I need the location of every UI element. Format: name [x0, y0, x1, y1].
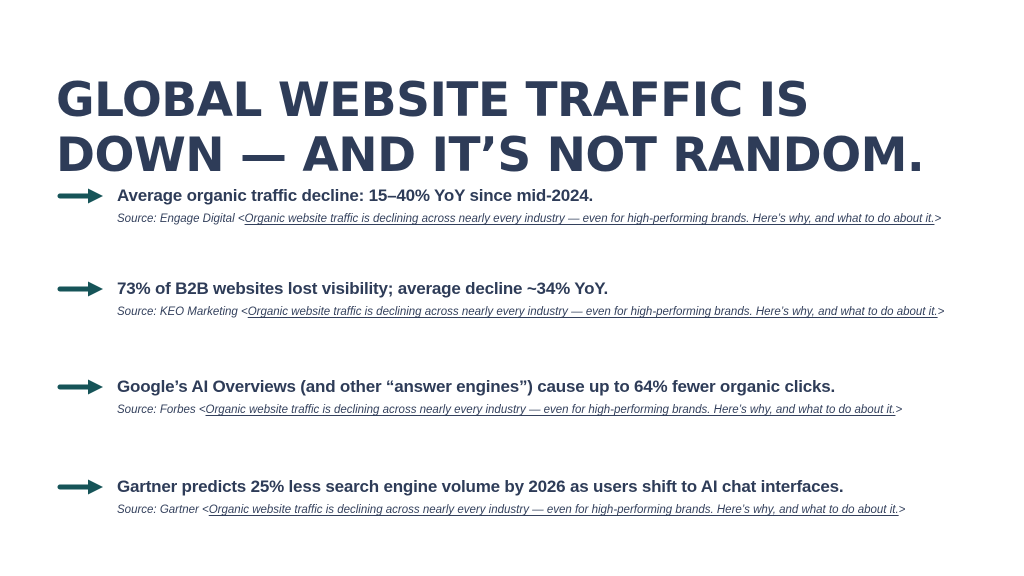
bullet-source-line: Source: Engage Digital <Organic website …	[117, 212, 941, 226]
source-link[interactable]: Organic website traffic is declining acr…	[244, 213, 935, 225]
bullet-source-line: Source: Gartner <Organic website traffic…	[117, 503, 905, 517]
source-prefix: Source: Forbes <	[117, 404, 206, 416]
bullet-item-1: Average organic traffic decline: 15–40% …	[57, 183, 941, 226]
arrow-right-icon	[57, 374, 103, 399]
bullet-headline: Gartner predicts 25% less search engine …	[117, 477, 844, 496]
bullet-text-block: Google’s AI Overviews (and other “answer…	[117, 374, 902, 417]
source-link[interactable]: Organic website traffic is declining acr…	[208, 504, 899, 516]
bullet-headline: Google’s AI Overviews (and other “answer…	[117, 377, 836, 396]
bullet-item-4: Gartner predicts 25% less search engine …	[57, 474, 905, 517]
bullet-source-line: Source: KEO Marketing <Organic website t…	[117, 305, 944, 319]
source-suffix: >	[937, 306, 945, 318]
page-title-line1: GLOBAL WEBSITE TRAFFIC IS	[56, 73, 809, 129]
source-suffix: >	[895, 404, 903, 416]
bullet-headline: 73% of B2B websites lost visibility; ave…	[117, 279, 609, 298]
source-link[interactable]: Organic website traffic is declining acr…	[205, 404, 896, 416]
source-suffix: >	[934, 213, 942, 225]
source-prefix: Source: Engage Digital <	[117, 213, 245, 225]
bullet-item-3: Google’s AI Overviews (and other “answer…	[57, 374, 902, 417]
page-title-line2: DOWN — AND IT’S NOT RANDOM.	[56, 128, 925, 184]
bullet-text-block: 73% of B2B websites lost visibility; ave…	[117, 276, 944, 319]
source-link[interactable]: Organic website traffic is declining acr…	[247, 306, 938, 318]
page-title: GLOBAL WEBSITE TRAFFIC IS DOWN — AND IT’…	[56, 73, 925, 184]
source-prefix: Source: KEO Marketing <	[117, 306, 248, 318]
bullet-text-block: Average organic traffic decline: 15–40% …	[117, 183, 941, 226]
bullet-source-line: Source: Forbes <Organic website traffic …	[117, 403, 902, 417]
arrow-right-icon	[57, 183, 103, 208]
source-prefix: Source: Gartner <	[117, 504, 209, 516]
source-suffix: >	[898, 504, 906, 516]
bullet-item-2: 73% of B2B websites lost visibility; ave…	[57, 276, 944, 319]
arrow-right-icon	[57, 474, 103, 499]
arrow-right-icon	[57, 276, 103, 301]
bullet-headline: Average organic traffic decline: 15–40% …	[117, 186, 594, 205]
bullet-text-block: Gartner predicts 25% less search engine …	[117, 474, 905, 517]
